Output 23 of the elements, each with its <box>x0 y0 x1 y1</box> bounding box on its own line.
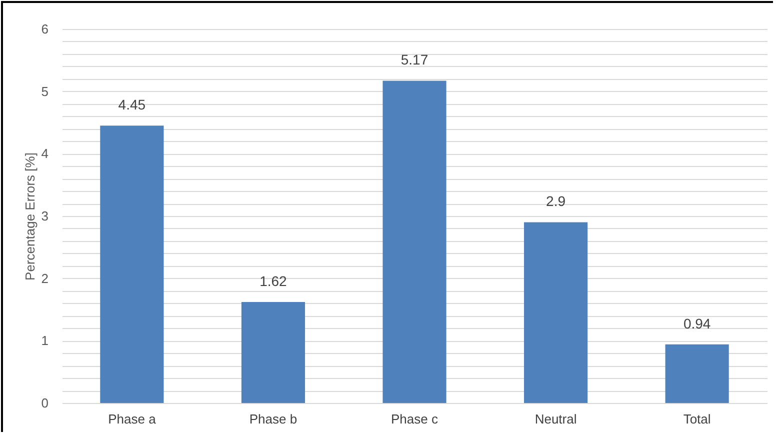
bar <box>665 344 729 403</box>
y-tick-label: 6 <box>41 22 48 36</box>
bar <box>100 126 164 403</box>
bar <box>241 302 306 403</box>
data-label: 5.17 <box>400 52 428 68</box>
y-tick-label: 3 <box>41 208 48 224</box>
data-label: 2.9 <box>546 193 566 210</box>
y-tick-label: 5 <box>41 84 48 99</box>
y-tick-label: 2 <box>41 270 48 286</box>
data-label: 0.94 <box>683 315 711 332</box>
y-tick-label: 4 <box>41 146 48 162</box>
bar <box>524 222 588 403</box>
x-tick-label: Phase b <box>249 412 298 426</box>
x-tick-label: Phase c <box>391 412 438 426</box>
y-tick-label: 1 <box>41 333 48 348</box>
data-label: 1.62 <box>260 273 288 290</box>
x-tick-label: Neutral <box>534 412 577 426</box>
y-tick-label: 0 <box>41 396 48 410</box>
y-axis-title: Percentage Errors [%] <box>22 152 38 280</box>
x-tick-label: Total <box>683 412 711 426</box>
data-label: 4.45 <box>118 96 146 113</box>
bar <box>382 80 446 403</box>
x-tick-label: Phase a <box>108 412 157 426</box>
